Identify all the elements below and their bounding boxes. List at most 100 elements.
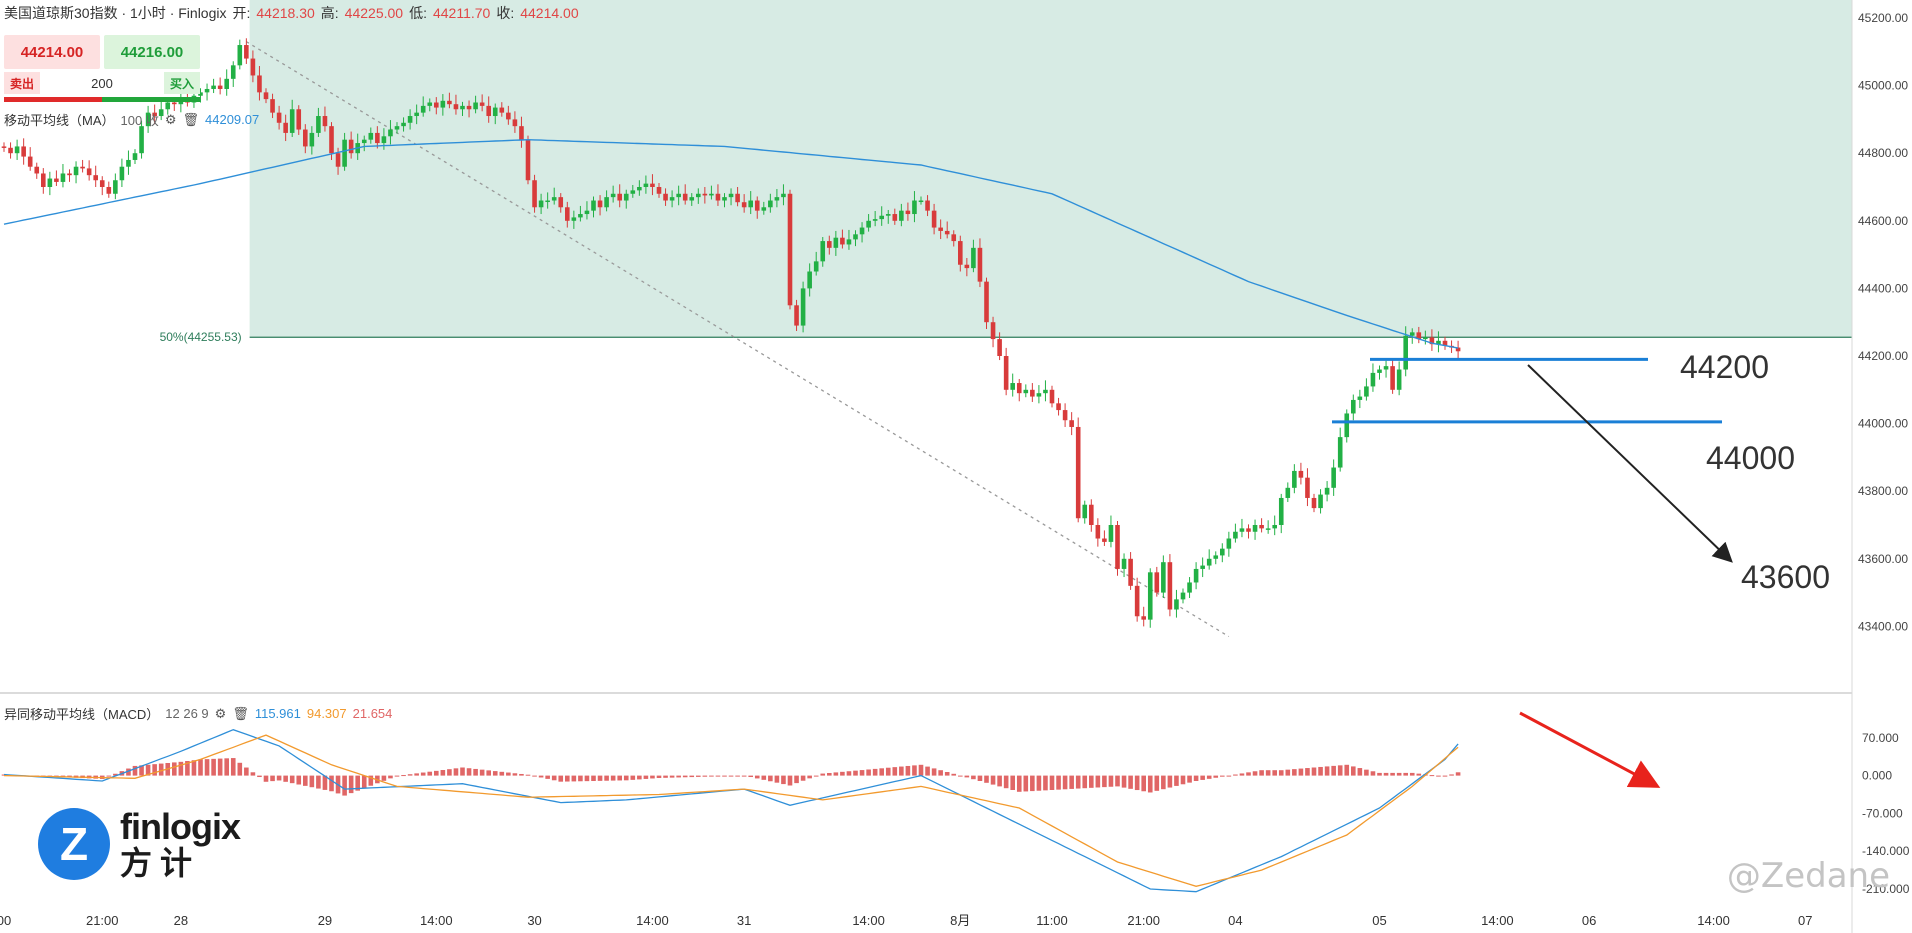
candle-body [80,166,85,169]
candle-body [1115,525,1120,569]
macd-histogram-bar [250,772,256,776]
macd-histogram-bar [748,775,753,778]
finlogix-logo: Z finlogix 方计 [38,808,241,880]
candle-body [1062,410,1068,421]
macd-histogram-bar [1082,775,1088,789]
buy-button[interactable]: 买入 [164,72,200,94]
macd-histogram-bar [191,760,197,776]
macd-histogram-bar [951,773,957,776]
candle-body [1121,558,1127,569]
open-label: 开: [232,5,251,21]
candle-body [93,175,98,181]
candle-body [1364,386,1369,397]
candle-body [859,227,865,235]
macd-histogram-bar [610,775,616,781]
time-tick-label: 21:00 [1127,913,1160,928]
candle-body [414,112,419,117]
macd-histogram-bar [787,775,793,786]
sell-button[interactable]: 卖出 [4,72,40,94]
candle-body [1030,389,1035,397]
price-tick-label: 44200.00 [1858,349,1908,363]
candle-body [1285,487,1291,498]
candle-body [250,58,256,76]
macd-histogram-bar [1429,775,1435,777]
macd-histogram-bar [807,775,812,779]
down-arrow-price [1527,364,1733,563]
candle-body [532,180,537,208]
quantity-input[interactable]: 200 [91,75,113,91]
author-watermark: @Zedane [1726,856,1890,896]
hist-value: 21.654 [352,706,393,721]
macd-histogram-bar [1370,771,1376,776]
candle-body [997,339,1002,356]
macd-histogram-bar [800,775,806,781]
candle-body [60,173,66,182]
candle-body [1436,340,1441,345]
candle-body [106,187,112,194]
candle-body [1200,565,1205,569]
sell-price-button[interactable]: 44214.00 [4,35,100,69]
macd-histogram-bar [650,775,655,779]
macd-histogram-bar [872,768,878,776]
macd-histogram-bar [185,761,190,776]
candle-body [165,102,171,110]
macd-histogram-bar [656,775,662,778]
candle-body [8,147,13,154]
candle-body [781,193,786,198]
candle-body [1252,525,1258,532]
macd-histogram-bar [702,775,708,777]
time-tick-label: 14:00 [636,913,669,928]
macd-histogram-bar [879,768,884,776]
macd-histogram-bar [1200,775,1205,780]
macd-histogram-bar [473,768,478,776]
macd-histogram-bar [1154,775,1160,791]
candle-body [545,200,550,203]
candle-body [833,237,839,248]
buy-price-button[interactable]: 44216.00 [104,35,200,69]
candle-body [1455,347,1461,352]
candle-body [1292,470,1297,488]
macd-histogram-bar [1318,766,1323,776]
macd-histogram-bar [479,769,485,776]
candle-body [1134,585,1140,617]
macd-histogram-bar [1265,770,1271,776]
trash-icon[interactable]: 🗑 [232,705,249,721]
candle-body [283,122,288,133]
macd-histogram-bar [217,758,223,776]
candle-body [1082,504,1088,519]
time-tick-label: 11:00 [1036,913,1068,928]
price-tick-label: 43800.00 [1858,484,1908,498]
macd-histogram-bar [1187,775,1192,783]
macd-histogram-bar [754,775,760,779]
candle-body [885,214,891,216]
candle-body [486,105,491,117]
fib-50-label: 50%(44255.53) [160,330,242,344]
macd-histogram-bar [1344,764,1350,776]
ma-name: 移动平均线（MA） [4,113,115,128]
macd-histogram-bar [152,764,157,776]
macd-histogram-bar [551,775,557,781]
candle-body [329,126,334,154]
candle-body [925,200,930,211]
gear-icon[interactable]: ⚙ [164,111,177,127]
candle-body [466,105,472,110]
down-arrow-macd [1519,711,1661,788]
trash-icon[interactable]: 🗑 [182,111,199,127]
macd-histogram-bar [931,768,937,776]
macd-histogram-bar [158,763,164,776]
candle-body [309,132,315,147]
macd-histogram-bar [1049,775,1055,790]
candle-body [1272,525,1277,529]
trade-balance-bar [4,97,200,102]
macd-histogram-bar [1226,775,1232,777]
time-tick-label: 31 [737,913,751,928]
macd-tick-label: -70.000 [1862,806,1903,820]
candle-body [696,193,701,198]
macd-histogram-bar [1147,775,1153,793]
candle-body [663,193,668,201]
macd-histogram-bar [289,775,295,784]
macd-histogram-bar [1285,769,1291,776]
gear-icon[interactable]: ⚙ [214,705,227,721]
macd-histogram-bar [519,773,524,776]
